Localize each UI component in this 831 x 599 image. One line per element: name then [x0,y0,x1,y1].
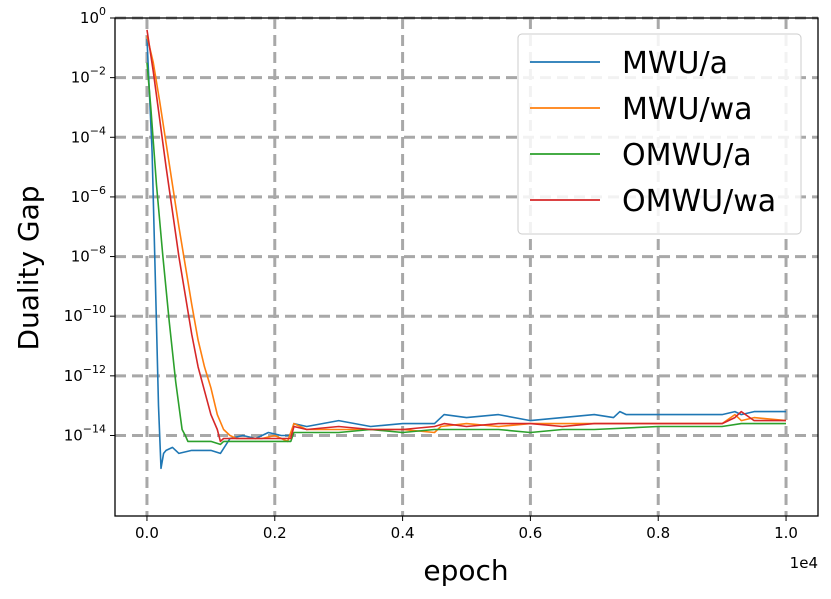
legend-label: OMWU/a [622,138,752,173]
y-tick-label: 10−10 [64,303,106,325]
y-tick-label: 10−6 [71,184,106,206]
x-tick-label: 1.0 [774,524,798,542]
y-tick-label: 10−12 [64,363,106,385]
x-tick-label: 0.4 [391,524,415,542]
plot-frame [114,17,819,517]
y-tick-label: 10−4 [71,124,106,146]
series-line-2 [146,62,786,446]
x-tick-label: 0.2 [263,524,287,542]
series-line-3 [146,29,786,443]
y-tick-label: 10−8 [71,244,106,266]
legend-label: MWU/a [622,46,728,81]
legend-label: MWU/wa [622,92,753,127]
series-line-0 [146,38,786,470]
x-tick-label: 0.8 [646,524,670,542]
legend-box [517,33,802,235]
y-axis-ticks: 100 10−2 10−4 10−6 10−8 10−10 10−12 10−14 [64,5,115,444]
x-tick-label: 0.0 [135,524,159,542]
series-lines [146,29,787,470]
y-tick-label: 10−2 [71,65,106,87]
x-axis-ticks: 0.0 0.2 0.4 0.6 0.8 1.0 [135,516,798,542]
y-axis-label: Duality Gap [12,185,45,350]
x-axis-offset-label: 1e4 [790,554,818,572]
legend: MWU/a MWU/wa OMWU/a OMWU/wa [517,33,802,235]
x-axis-label: epoch [423,554,508,587]
legend-label: OMWU/wa [622,184,776,219]
x-tick-label: 0.6 [518,524,542,542]
y-tick-label: 100 [80,5,106,27]
y-tick-label: 10−14 [64,422,106,444]
